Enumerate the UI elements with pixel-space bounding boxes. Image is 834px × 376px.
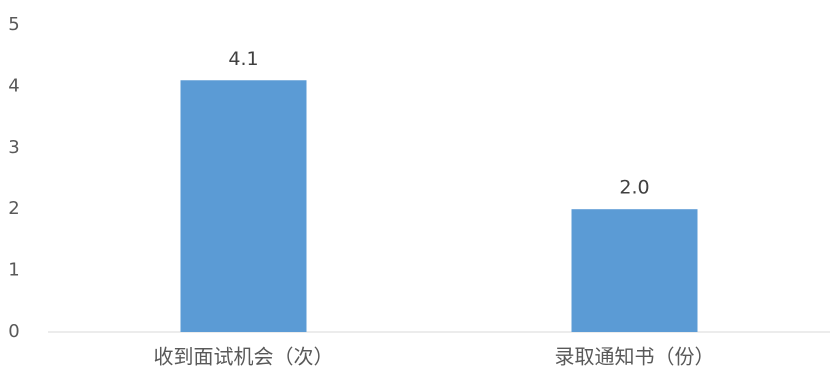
data-label: 2.0: [619, 177, 649, 199]
y-tick-label: 5: [8, 14, 19, 35]
y-tick-label: 4: [8, 75, 19, 96]
y-tick-label: 1: [8, 260, 19, 281]
category-label: 收到面试机会（次）: [154, 345, 334, 369]
y-tick-label: 3: [8, 137, 19, 158]
data-label: 4.1: [228, 48, 258, 70]
y-tick-label: 0: [8, 321, 19, 342]
bar: [571, 209, 698, 332]
y-tick-label: 2: [8, 198, 19, 219]
bar: [180, 80, 307, 332]
category-label: 录取通知书（份）: [555, 345, 715, 369]
